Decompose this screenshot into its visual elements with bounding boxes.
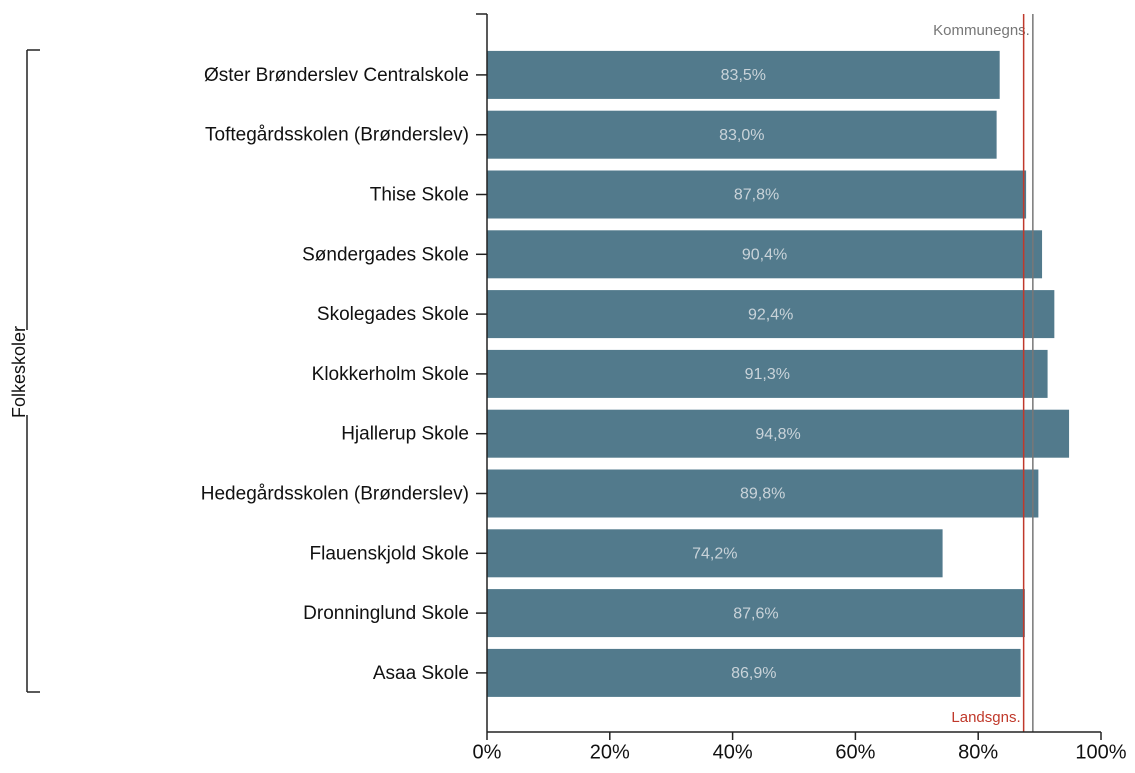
bar: [487, 50, 1000, 99]
y-tick-label: Toftegårdsskolen (Brønderslev): [205, 125, 469, 146]
reference-label: Kommunegns.: [933, 22, 1030, 39]
bar: [487, 170, 1027, 219]
x-tick-label: 0%: [473, 741, 502, 763]
reference-label: Landsgns.: [951, 709, 1020, 726]
bar: [487, 589, 1025, 638]
y-tick-label: Øster Brønderslev Centralskole: [204, 65, 469, 86]
y-tick-label: Skolegades Skole: [317, 304, 469, 325]
value-label: 87,6%: [733, 605, 778, 622]
value-label: 90,4%: [742, 247, 787, 264]
y-tick-label: Hedegårdsskolen (Brønderslev): [201, 484, 469, 505]
value-label: 87,8%: [734, 187, 779, 204]
y-tick-label: Søndergades Skole: [302, 244, 469, 265]
x-tick-label: 100%: [1075, 741, 1126, 763]
value-label: 83,5%: [721, 67, 766, 84]
bar: [487, 469, 1039, 518]
y-tick-label: Hjallerup Skole: [341, 424, 469, 445]
y-tick-label: Asaa Skole: [373, 663, 469, 684]
group-bracket: [26, 49, 40, 693]
x-tick-label: 20%: [590, 741, 630, 763]
value-label: 83,0%: [719, 127, 764, 144]
value-label: 89,8%: [740, 486, 785, 503]
y-tick-label: Klokkerholm Skole: [312, 364, 469, 385]
value-label: 91,3%: [745, 366, 790, 383]
y-tick-label: Dronninglund Skole: [303, 603, 469, 624]
x-tick-label: 40%: [713, 741, 753, 763]
bar: [487, 648, 1021, 697]
group-label: Folkeskoler: [9, 326, 29, 418]
bar: [487, 349, 1048, 398]
value-label: 86,9%: [731, 665, 776, 682]
y-tick-label: Flauenskjold Skole: [310, 543, 469, 564]
value-label: 92,4%: [748, 306, 793, 323]
bar: [487, 529, 943, 578]
bar: [487, 230, 1043, 279]
value-label: 74,2%: [692, 546, 737, 563]
bar: [487, 290, 1055, 339]
x-tick-label: 80%: [958, 741, 998, 763]
value-label: 94,8%: [755, 426, 800, 443]
y-tick-label: Thise Skole: [370, 185, 469, 206]
bar: [487, 110, 997, 159]
x-tick-label: 60%: [835, 741, 875, 763]
bar: [487, 409, 1070, 458]
